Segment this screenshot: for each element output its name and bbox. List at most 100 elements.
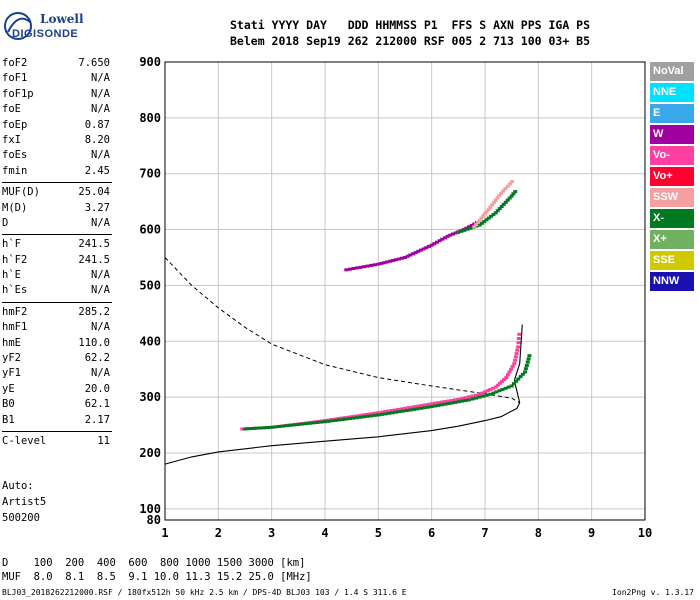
param-key: foE: [2, 103, 21, 116]
echo-point: [468, 226, 473, 230]
legend-item: SSW: [650, 188, 694, 207]
echo-point: [477, 218, 482, 222]
echo-point: [507, 370, 512, 374]
echo-point: [397, 257, 402, 261]
echo-point: [394, 258, 399, 262]
param-value: 2.17: [84, 413, 110, 426]
legend-item: W: [650, 125, 694, 144]
echo-point: [359, 413, 364, 417]
echo-point: [486, 216, 491, 220]
param-key: D: [2, 216, 9, 229]
echo-point: [243, 427, 247, 431]
echo-point: [505, 184, 510, 188]
echo-point: [446, 402, 451, 406]
echo-point: [480, 391, 485, 395]
echo-point: [319, 420, 324, 424]
echo-point: [419, 404, 424, 407]
param-key: foF1p: [2, 87, 34, 100]
echo-point: [379, 261, 384, 265]
param-key: fmin: [2, 164, 28, 177]
echo-point: [469, 223, 474, 227]
echo-point: [446, 399, 451, 403]
param-value: 241.5: [78, 253, 110, 266]
echo-point: [491, 213, 496, 217]
param-row: foEs N/A: [2, 148, 114, 163]
echo-point: [527, 354, 532, 358]
y-tick-label: 200: [139, 446, 161, 460]
param-row: fxI 8.20: [2, 133, 114, 148]
echo-point: [493, 385, 498, 389]
echo-point: [440, 237, 445, 241]
param-row: yF1 N/A: [2, 366, 114, 381]
echo-point: [477, 223, 482, 227]
echo-point: [288, 423, 293, 427]
echo-point: [491, 391, 496, 395]
param-key: foF1: [2, 72, 28, 85]
echo-point: [513, 190, 518, 194]
echo-point: [258, 426, 263, 430]
echo-point: [451, 232, 455, 236]
footer-muf-row: MUF 8.0 8.1 8.5 9.1 10.0 11.3 15.2 25.0 …: [2, 571, 312, 583]
echo-point: [439, 403, 444, 407]
param-key: foEp: [2, 118, 28, 131]
echo-point: [246, 427, 251, 431]
echo-point: [304, 422, 308, 426]
param-row: B0 62.1: [2, 397, 114, 412]
echo-point: [516, 337, 521, 340]
echo-point: [480, 221, 484, 225]
echo-point: [484, 393, 489, 397]
echo-point: [419, 406, 423, 410]
y-tick-label: 700: [139, 167, 161, 181]
x-tick-label: 7: [481, 526, 488, 540]
echo-point: [437, 239, 442, 243]
echo-point: [516, 345, 521, 349]
echo-point: [499, 205, 504, 208]
param-row: h`F 241.5: [2, 237, 114, 252]
echo-point: [401, 409, 406, 413]
echo-point: [524, 364, 529, 367]
echo-point: [525, 360, 530, 364]
echo-point: [379, 410, 384, 414]
echo-point: [517, 332, 522, 336]
param-value: 25.04: [78, 186, 110, 199]
echo-point: [456, 230, 461, 234]
echo-point: [405, 254, 410, 258]
echo-point: [450, 401, 454, 405]
echo-point: [423, 403, 427, 407]
echo-point: [344, 268, 349, 272]
param-value: N/A: [91, 367, 110, 380]
param-key: h`F: [2, 238, 21, 251]
echo-point: [495, 209, 500, 213]
param-value: 62.2: [84, 352, 110, 365]
echo-point: [497, 389, 502, 393]
param-value: N/A: [91, 72, 110, 85]
echo-point: [467, 398, 471, 402]
echo-point: [463, 399, 468, 402]
echo-point: [388, 259, 393, 263]
echo-point: [462, 228, 467, 232]
echo-point: [495, 383, 500, 387]
echo-point: [347, 417, 352, 421]
param-row: hmF1 N/A: [2, 320, 114, 335]
echo-point: [494, 390, 499, 394]
param-value: 2.45: [84, 164, 110, 177]
param-row: foF1p N/A: [2, 87, 114, 102]
echo-point: [389, 409, 394, 412]
profile-dashed-line: [164, 257, 520, 404]
echo-point: [497, 194, 502, 198]
echo-point: [486, 207, 491, 211]
echo-point: [356, 414, 361, 418]
echo-point: [419, 248, 423, 252]
echo-point: [333, 418, 338, 422]
auto-artist: Artist5: [2, 496, 47, 508]
echo-point: [503, 200, 508, 204]
y-tick-label: 900: [139, 55, 161, 69]
echo-point: [277, 425, 282, 428]
param-row: yF2 62.2: [2, 351, 114, 366]
echo-point: [526, 357, 531, 361]
echo-point: [355, 416, 359, 420]
x-tick-label: 2: [215, 526, 222, 540]
x-tick-label: 5: [375, 526, 382, 540]
echo-point: [421, 247, 426, 251]
